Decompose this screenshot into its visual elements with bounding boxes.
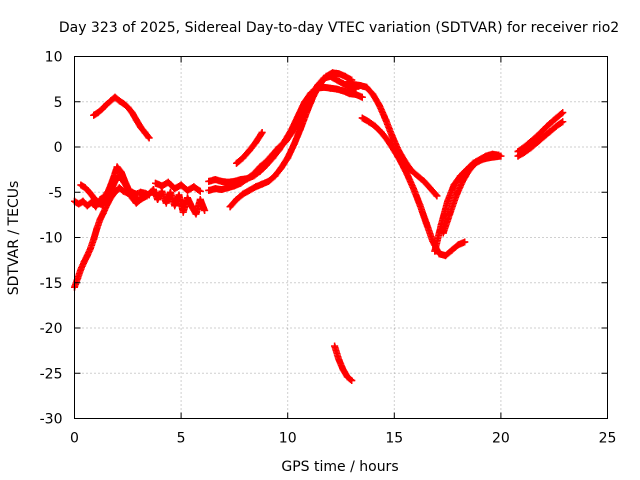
series-markers (226, 69, 356, 211)
series-arc-6 (152, 178, 204, 195)
x-tick-label: 15 (385, 431, 403, 447)
series-markers (514, 109, 567, 155)
series-markers (77, 172, 149, 209)
data-points (71, 69, 567, 384)
series-arc-10 (226, 69, 356, 211)
series-markers (205, 83, 366, 186)
x-tick-label: 5 (177, 431, 186, 447)
y-axis-label: SDTVAR / TECUs (6, 181, 22, 296)
x-tick-label: 25 (599, 431, 617, 447)
series-arc-12 (343, 78, 441, 200)
series-arc-3 (77, 172, 149, 209)
series-arc-15 (439, 152, 505, 237)
y-tick-label: 5 (54, 95, 63, 111)
series-markers (145, 186, 209, 218)
series-markers (90, 93, 153, 142)
series-arc-11 (331, 342, 356, 384)
series-arc-16 (514, 109, 567, 155)
series-markers (343, 78, 441, 200)
series-arc-17 (514, 118, 567, 160)
series-arc-14 (431, 150, 503, 255)
series-markers (439, 152, 505, 237)
x-tick-label: 0 (70, 431, 79, 447)
chart-title: Day 323 of 2025, Sidereal Day-to-day VTE… (59, 20, 619, 36)
y-tick-label: -10 (40, 231, 63, 247)
series-markers (331, 342, 356, 384)
x-tick-label: 10 (279, 431, 297, 447)
series-arc-13 (358, 114, 469, 260)
axis-ticks: 0 5 10 15 20 25 10 5 0 -5 -10 -15 -20 -25 -30 (40, 50, 617, 447)
y-tick-label: -20 (40, 321, 63, 337)
y-tick-label: -25 (40, 366, 63, 382)
series-arc-4 (90, 93, 153, 142)
series-markers (152, 178, 204, 195)
x-tick-label: 20 (492, 431, 510, 447)
y-tick-label: 0 (54, 140, 63, 156)
series-markers (233, 129, 266, 167)
y-tick-label: -15 (40, 276, 63, 292)
series-arc-9 (233, 129, 266, 167)
y-tick-label: -5 (49, 185, 63, 201)
x-axis-label: GPS time / hours (281, 459, 398, 475)
series-markers (514, 118, 567, 160)
series-arc-7 (205, 83, 366, 186)
y-tick-label: 10 (45, 50, 63, 66)
y-tick-label: -30 (40, 412, 63, 428)
series-markers (431, 150, 503, 255)
